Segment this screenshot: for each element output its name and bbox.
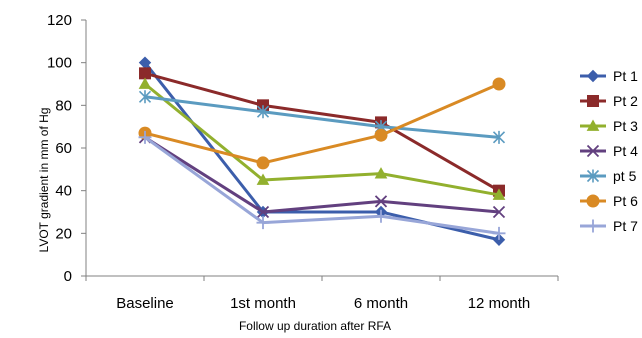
legend-marker-pt-4 xyxy=(586,144,600,158)
legend-item-pt-1: Pt 1 xyxy=(580,68,638,84)
series-line-pt-3 xyxy=(144,82,500,197)
y-tick-label: 20 xyxy=(55,225,72,242)
legend-label-pt-1: Pt 1 xyxy=(613,68,638,84)
series-pt-5 xyxy=(138,90,506,144)
legend-marker-pt-3 xyxy=(586,119,600,131)
legend-label-pt-2: Pt 2 xyxy=(613,93,638,109)
legend-label-pt-6: Pt 6 xyxy=(613,193,638,209)
data-point-pt-4 xyxy=(492,205,506,219)
data-point-pt-5 xyxy=(256,105,270,119)
legend-marker-pt-1 xyxy=(586,69,600,83)
x-axis-title: Follow up duration after RFA xyxy=(239,319,391,333)
x-tick-label: 1st month xyxy=(230,295,296,312)
data-point-pt-2 xyxy=(139,67,151,80)
legend-marker-pt-2 xyxy=(587,95,599,107)
legend-marker-pt-7 xyxy=(586,219,600,233)
series-line-pt-6 xyxy=(144,82,500,165)
data-point-pt-7 xyxy=(256,216,270,230)
x-tick-label: Baseline xyxy=(116,295,174,312)
legend-item-pt-5: pt 5 xyxy=(580,168,637,184)
x-tick-label: 6 month xyxy=(354,295,408,312)
y-tick-label: 40 xyxy=(55,183,72,200)
y-tick-label: 80 xyxy=(55,97,72,114)
y-axis-title: LVOT gradient in mm of Hg xyxy=(37,108,51,253)
series-pt-3 xyxy=(138,77,506,200)
legend-item-pt-3: Pt 3 xyxy=(580,118,638,134)
data-point-pt-6 xyxy=(492,77,506,91)
data-point-pt-3 xyxy=(256,173,270,185)
legend-marker-pt-6 xyxy=(586,194,600,208)
series-line-pt-5 xyxy=(144,95,500,139)
y-tick-label: 120 xyxy=(47,12,72,29)
legend-item-pt-6: Pt 6 xyxy=(580,193,638,209)
legend-item-pt-4: Pt 4 xyxy=(580,143,638,159)
legend-item-pt-2: Pt 2 xyxy=(580,93,638,109)
series-line-pt-4 xyxy=(144,136,500,214)
legend-marker-pt-5 xyxy=(586,169,600,183)
y-tick-label: 60 xyxy=(55,140,72,157)
series-pt-6 xyxy=(138,77,506,170)
data-point-pt-7 xyxy=(374,209,388,223)
legend-label-pt-7: Pt 7 xyxy=(613,218,638,234)
data-point-pt-6 xyxy=(374,128,388,142)
x-tick-label: 12 month xyxy=(468,295,531,312)
data-point-pt-7 xyxy=(492,226,506,240)
legend-label-pt-5: pt 5 xyxy=(613,168,637,184)
data-point-pt-4 xyxy=(256,205,270,219)
data-point-pt-7 xyxy=(138,130,152,144)
data-point-pt-3 xyxy=(138,77,152,89)
y-tick-label: 100 xyxy=(47,55,72,72)
legend-label-pt-4: Pt 4 xyxy=(613,143,638,159)
legend: Pt 1 Pt 2 Pt 3 Pt 4 pt 5 Pt 6 Pt 7 xyxy=(580,68,638,234)
data-point-pt-3 xyxy=(374,167,388,179)
data-point-pt-4 xyxy=(374,195,388,208)
series-line-pt-2 xyxy=(144,71,500,192)
data-point-pt-5 xyxy=(138,90,152,104)
data-point-pt-6 xyxy=(256,156,270,170)
legend-item-pt-7: Pt 7 xyxy=(580,218,638,234)
data-point-pt-3 xyxy=(492,188,506,200)
series-pt-7 xyxy=(138,130,506,240)
series-line-pt-7 xyxy=(144,136,500,235)
legend-label-pt-3: Pt 3 xyxy=(613,118,638,134)
y-tick-label: 0 xyxy=(64,268,72,285)
data-point-pt-5 xyxy=(492,130,506,144)
